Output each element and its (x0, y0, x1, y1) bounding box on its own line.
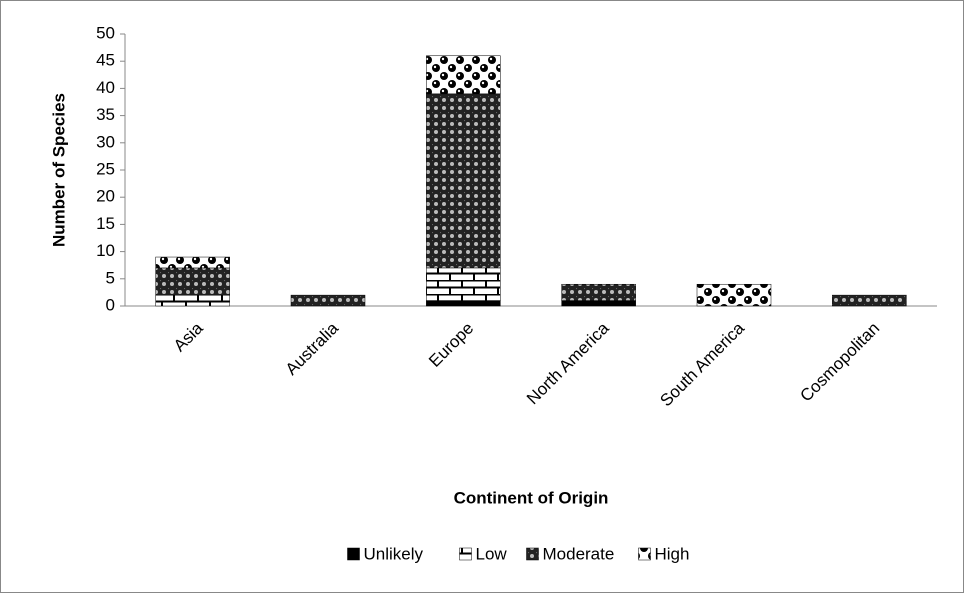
legend-label: Unlikely (364, 544, 424, 563)
legend-label: Moderate (543, 544, 615, 563)
x-tick-label: Europe (425, 319, 477, 371)
y-tick-label: 50 (96, 23, 115, 42)
legend-swatch (638, 547, 651, 561)
bar-segment (155, 256, 230, 269)
y-tick-label: 5 (106, 268, 115, 287)
bar-segment (426, 267, 501, 301)
y-tick-label: 25 (96, 159, 115, 178)
y-tick-label: 20 (96, 187, 115, 206)
bar-segment (426, 93, 501, 269)
bar-segment (832, 294, 907, 307)
x-tick-label: Asia (170, 318, 207, 355)
bar-segment (696, 283, 772, 307)
y-tick-label: 35 (96, 105, 115, 124)
legend-swatch (459, 547, 472, 561)
bar-segment (561, 300, 636, 307)
legend-label: Low (476, 544, 508, 563)
x-axis-title: Continent of Origin (454, 488, 609, 507)
bar-segment (155, 267, 230, 296)
x-tick-label: South America (656, 318, 748, 410)
bar-segment (155, 294, 230, 307)
y-tick-label: 30 (96, 132, 115, 151)
legend-swatch (526, 547, 539, 561)
bar-segment (561, 283, 636, 301)
x-tick-label: Australia (282, 318, 343, 379)
y-axis-title: Number of Species (49, 93, 68, 247)
y-tick-label: 40 (96, 78, 115, 97)
x-tick-label: Cosmopolitan (796, 319, 883, 406)
y-tick-label: 15 (96, 214, 115, 233)
y-tick-label: 10 (96, 241, 115, 260)
legend-label: High (655, 544, 690, 563)
bar-segment (426, 55, 501, 95)
bar-segment (290, 294, 366, 307)
y-tick-label: 45 (96, 51, 115, 70)
bar-segment (426, 300, 501, 307)
y-tick-label: 0 (106, 295, 115, 314)
x-tick-label: North America (523, 318, 613, 408)
legend-swatch (347, 547, 360, 561)
